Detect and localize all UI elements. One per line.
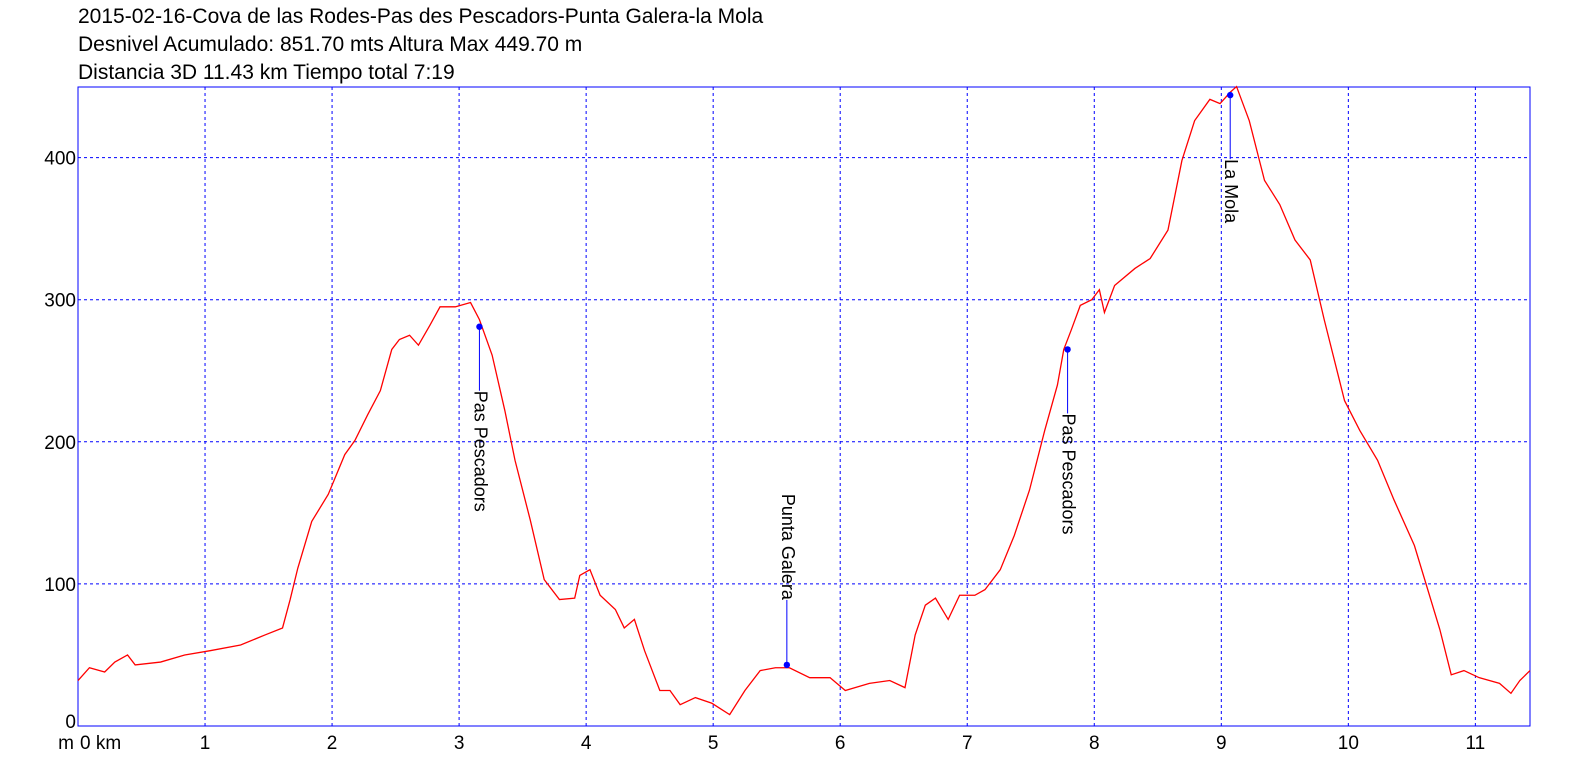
x-tick-label: 7 <box>962 733 973 754</box>
elevation-line <box>77 85 1531 716</box>
waypoint-marker <box>476 323 483 330</box>
x-tick-label: 4 <box>581 733 592 754</box>
x-tick-label: 10 <box>1338 733 1359 754</box>
x-tick-label: 9 <box>1216 733 1227 754</box>
title-line: Distancia 3D 11.43 km Tiempo total 7:19 <box>78 61 455 84</box>
x-tick-label: 3 <box>454 733 465 754</box>
waypoint-marker <box>1226 91 1234 99</box>
y-tick-label: 200 <box>44 433 76 454</box>
waypoint-label: Pas Pescadors <box>1059 413 1079 534</box>
x-tick-label: 2 <box>327 733 338 754</box>
x-tick-label: 0 km <box>80 733 121 754</box>
waypoint-marker <box>783 661 791 669</box>
x-tick-label: 1 <box>200 733 211 754</box>
waypoint-marker <box>1064 346 1071 353</box>
y-tick-label: 0 <box>65 712 76 733</box>
plot-border <box>77 86 1531 727</box>
waypoint-label: Pas Pescadors <box>470 391 490 512</box>
title-line: 2015-02-16-Cova de las Rodes-Pas des Pes… <box>78 5 764 28</box>
x-tick-label: 5 <box>708 733 719 754</box>
waypoint-label: La Mola <box>1221 159 1241 224</box>
x-tick-label: 6 <box>835 733 846 754</box>
title-line: Desnivel Acumulado: 851.70 mts Altura Ma… <box>78 33 582 56</box>
y-tick-label: 300 <box>44 291 76 312</box>
x-tick-label: 8 <box>1089 733 1100 754</box>
y-axis-label: m <box>58 733 74 754</box>
y-tick-label: 400 <box>44 149 76 170</box>
x-tick-label: 11 <box>1466 733 1486 754</box>
waypoint-label: Punta Galera <box>778 494 798 601</box>
y-tick-label: 100 <box>44 575 76 596</box>
